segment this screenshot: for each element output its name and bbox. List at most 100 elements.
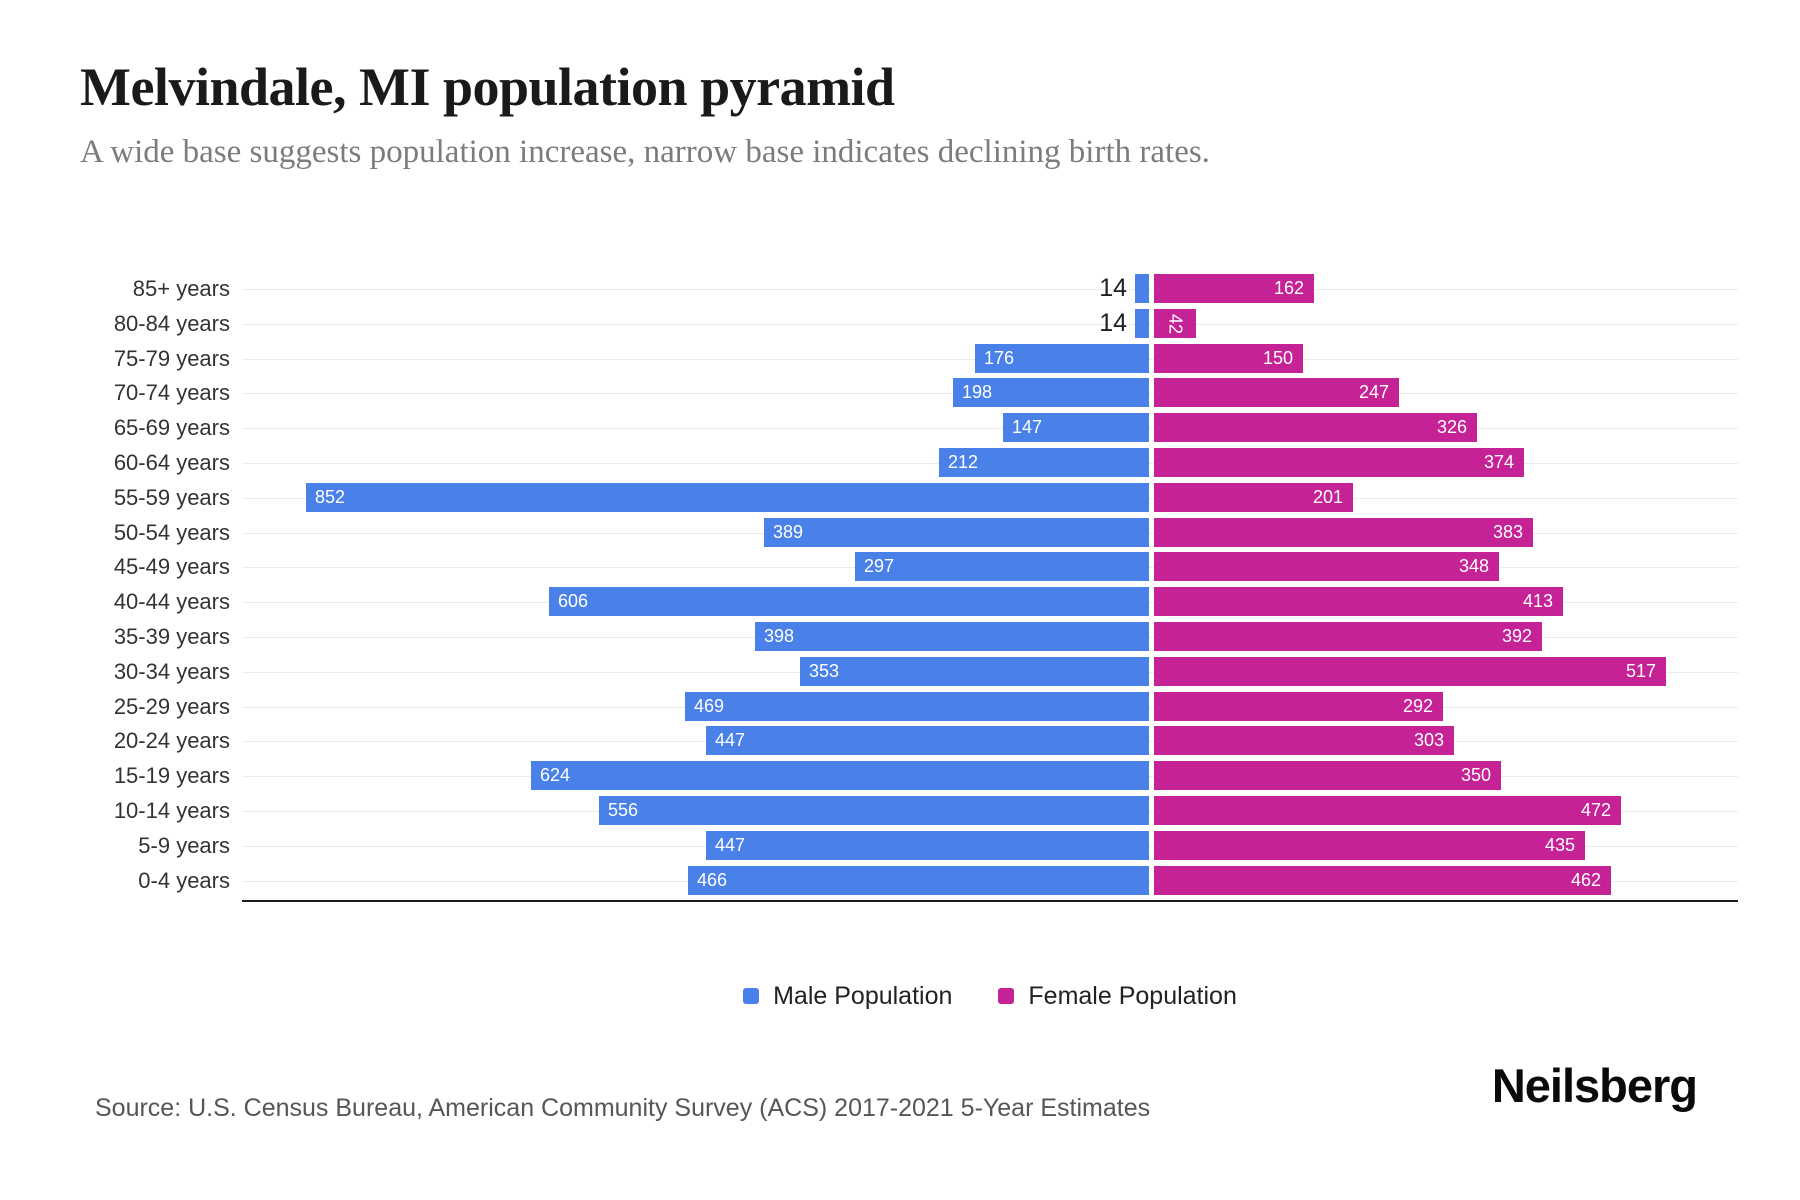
male-bar[interactable] [685, 692, 1149, 721]
male-bar[interactable] [706, 726, 1149, 755]
male-bar[interactable] [688, 866, 1149, 895]
age-group-label: 75-79 years [113, 345, 230, 371]
age-group-label: 60-64 years [113, 449, 230, 475]
male-series-swatch-icon [743, 988, 760, 1004]
male-value-label: 466 [697, 870, 728, 890]
female-value-label: 413 [1522, 591, 1553, 611]
age-group-label: 65-69 years [113, 414, 230, 440]
age-group-label: 50-54 years [113, 519, 230, 545]
gridline [242, 289, 1738, 290]
female-bar[interactable] [1154, 518, 1533, 547]
male-bar[interactable] [531, 761, 1149, 790]
female-value-label: 472 [1580, 800, 1611, 820]
female-bar[interactable] [1154, 274, 1314, 303]
age-group-label: 20-24 years [113, 727, 230, 753]
male-bar[interactable] [855, 552, 1149, 581]
male-value-label: 353 [809, 661, 840, 681]
male-value-label: 297 [864, 556, 895, 576]
source-attribution: Source: U.S. Census Bureau, American Com… [95, 1094, 1151, 1122]
age-group-label: 25-29 years [113, 693, 230, 719]
male-value-label: 147 [1012, 417, 1043, 437]
age-group-label: 85+ years [132, 275, 230, 301]
female-value-label: 247 [1358, 382, 1389, 402]
female-series-swatch-icon [998, 988, 1015, 1004]
female-value-label: 162 [1273, 278, 1304, 298]
female-value-label: 392 [1501, 626, 1532, 646]
female-bar[interactable] [1154, 552, 1499, 581]
female-value-label: 42 [1165, 313, 1186, 334]
male-bar[interactable] [706, 831, 1149, 860]
male-value-label: 212 [948, 452, 979, 472]
female-bar[interactable] [1154, 831, 1585, 860]
female-value-label: 348 [1458, 556, 1489, 576]
female-value-label: 383 [1492, 522, 1523, 542]
age-group-label: 55-59 years [113, 484, 230, 510]
male-bar[interactable] [755, 622, 1149, 651]
female-value-label: 517 [1625, 661, 1656, 681]
x-axis-line [242, 900, 1738, 902]
male-value-label: 14 [1099, 309, 1127, 337]
female-bar[interactable] [1154, 692, 1443, 721]
female-value-label: 150 [1262, 348, 1293, 368]
female-value-label: 374 [1483, 452, 1514, 472]
female-bar[interactable] [1154, 866, 1611, 895]
male-bar[interactable] [549, 587, 1149, 616]
male-value-label: 852 [315, 487, 346, 507]
age-group-label: 40-44 years [113, 588, 230, 614]
age-group-label: 70-74 years [113, 379, 230, 405]
age-group-label: 80-84 years [113, 310, 230, 336]
chart-subtitle: A wide base suggests population increase… [80, 134, 1210, 170]
female-bar[interactable] [1154, 378, 1399, 407]
female-value-label: 303 [1413, 730, 1444, 750]
female-bar[interactable] [1154, 796, 1621, 825]
male-value-label: 447 [715, 835, 746, 855]
gridline [242, 428, 1738, 429]
male-value-label: 447 [715, 730, 746, 750]
female-bar[interactable] [1154, 726, 1454, 755]
female-value-label: 326 [1436, 417, 1467, 437]
female-value-label: 292 [1402, 696, 1433, 716]
legend-item-male[interactable]: Male Population [743, 982, 952, 1011]
male-bar[interactable] [800, 657, 1149, 686]
male-legend-label: Male Population [773, 981, 953, 1010]
male-value-label: 14 [1099, 274, 1127, 302]
female-bar[interactable] [1154, 309, 1196, 338]
male-bar[interactable] [306, 483, 1149, 512]
male-value-label: 556 [608, 800, 639, 820]
legend: Male Population Female Population [242, 978, 1738, 1014]
male-value-label: 606 [558, 591, 589, 611]
male-bar[interactable] [1135, 274, 1149, 303]
male-bar[interactable] [599, 796, 1149, 825]
female-bar[interactable] [1154, 622, 1542, 651]
female-bar[interactable] [1154, 761, 1501, 790]
male-bar[interactable] [939, 448, 1149, 477]
age-group-label: 0-4 years [138, 867, 230, 893]
female-legend-label: Female Population [1028, 981, 1237, 1010]
female-bar[interactable] [1154, 344, 1303, 373]
female-value-label: 435 [1544, 835, 1575, 855]
gridline [242, 324, 1738, 325]
female-bar[interactable] [1154, 483, 1353, 512]
age-group-label: 5-9 years [138, 832, 230, 858]
neilsberg-logo: Neilsberg [1491, 1059, 1698, 1112]
male-bar[interactable] [1003, 413, 1149, 442]
female-bar[interactable] [1154, 657, 1666, 686]
age-group-label: 15-19 years [113, 762, 230, 788]
male-bar[interactable] [764, 518, 1149, 547]
female-bar[interactable] [1154, 448, 1524, 477]
male-value-label: 469 [694, 696, 725, 716]
male-value-label: 398 [764, 626, 795, 646]
female-bar[interactable] [1154, 587, 1563, 616]
female-bar[interactable] [1154, 413, 1477, 442]
male-bar[interactable] [1135, 309, 1149, 338]
female-value-label: 201 [1312, 487, 1343, 507]
male-bar[interactable] [953, 378, 1149, 407]
female-value-label: 350 [1460, 765, 1491, 785]
age-group-label: 35-39 years [113, 623, 230, 649]
legend-item-female[interactable]: Female Population [998, 981, 1237, 1011]
age-group-label: 30-34 years [113, 658, 230, 684]
chart-title: Melvindale, MI population pyramid [80, 57, 895, 117]
male-bar[interactable] [975, 344, 1149, 373]
